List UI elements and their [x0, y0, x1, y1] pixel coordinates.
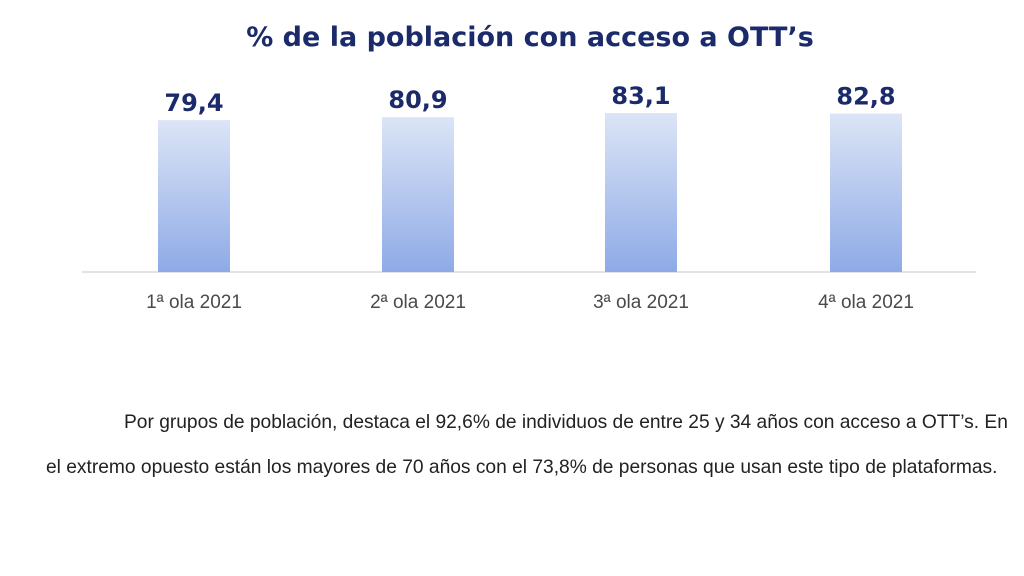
- value-label-2: 80,9: [388, 86, 447, 114]
- x-tick-label-2: 2ª ola 2021: [370, 292, 466, 313]
- x-tick-label-4: 4ª ola 2021: [818, 292, 914, 313]
- value-label-1: 79,4: [164, 89, 223, 117]
- bar-chart: 79,4 1ª ola 2021 80,9 2ª ola 2021 83,1 3ª ola…: [82, 82, 976, 313]
- x-tick-label-3: 3ª ola 2021: [593, 292, 689, 313]
- chart-title: % de la población con acceso a OTT’s: [246, 22, 814, 53]
- value-label-3: 83,1: [611, 82, 670, 110]
- body-paragraph: Por grupos de población, destaca el 92,6…: [46, 412, 1008, 478]
- bar-2: [382, 117, 454, 272]
- x-tick-label-1: 1ª ola 2021: [146, 292, 242, 313]
- value-label-4: 82,8: [836, 83, 895, 111]
- bar-3: [605, 113, 677, 273]
- bar-4: [830, 113, 902, 272]
- bar-1: [158, 120, 230, 272]
